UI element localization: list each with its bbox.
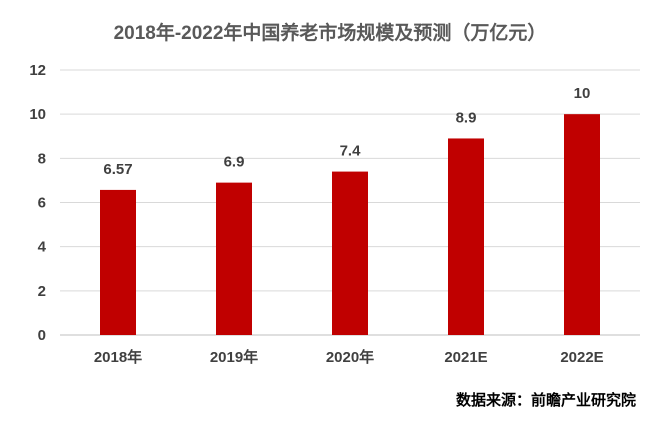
bar xyxy=(100,189,136,335)
data-label: 10 xyxy=(574,85,591,102)
data-labels: 6.57 6.9 7.4 8.9 10 xyxy=(103,85,590,178)
x-axis-categories: 2018年 2019年 2020年 2021E 2022E xyxy=(94,348,604,366)
data-label: 7.4 xyxy=(340,143,362,160)
y-tick-label: 2 xyxy=(38,283,46,300)
x-category-label: 2020年 xyxy=(326,348,374,366)
bar xyxy=(564,114,600,336)
y-tick-label: 8 xyxy=(38,150,46,167)
source-note: 数据来源：前瞻产业研究院 xyxy=(455,392,636,409)
y-tick-label: 4 xyxy=(38,239,47,256)
chart-title: 2018年-2022年中国养老市场规模及预测（万亿元） xyxy=(114,21,547,44)
y-tick-label: 6 xyxy=(38,195,46,212)
x-category-label: 2019年 xyxy=(210,348,258,366)
data-label: 6.9 xyxy=(224,154,245,171)
y-tick-label: 10 xyxy=(29,106,46,123)
bars xyxy=(100,114,600,336)
x-category-label: 2022E xyxy=(560,349,603,366)
bar xyxy=(216,182,252,335)
bar xyxy=(448,138,484,335)
y-tick-label: 0 xyxy=(38,327,46,344)
x-category-label: 2018年 xyxy=(94,348,142,366)
y-tick-label: 12 xyxy=(29,62,46,79)
x-category-label: 2021E xyxy=(444,349,487,366)
bar xyxy=(332,171,368,335)
y-axis-ticks: 0 2 4 6 8 10 12 xyxy=(29,62,46,344)
data-label: 6.57 xyxy=(103,161,132,178)
data-label: 8.9 xyxy=(456,109,477,126)
